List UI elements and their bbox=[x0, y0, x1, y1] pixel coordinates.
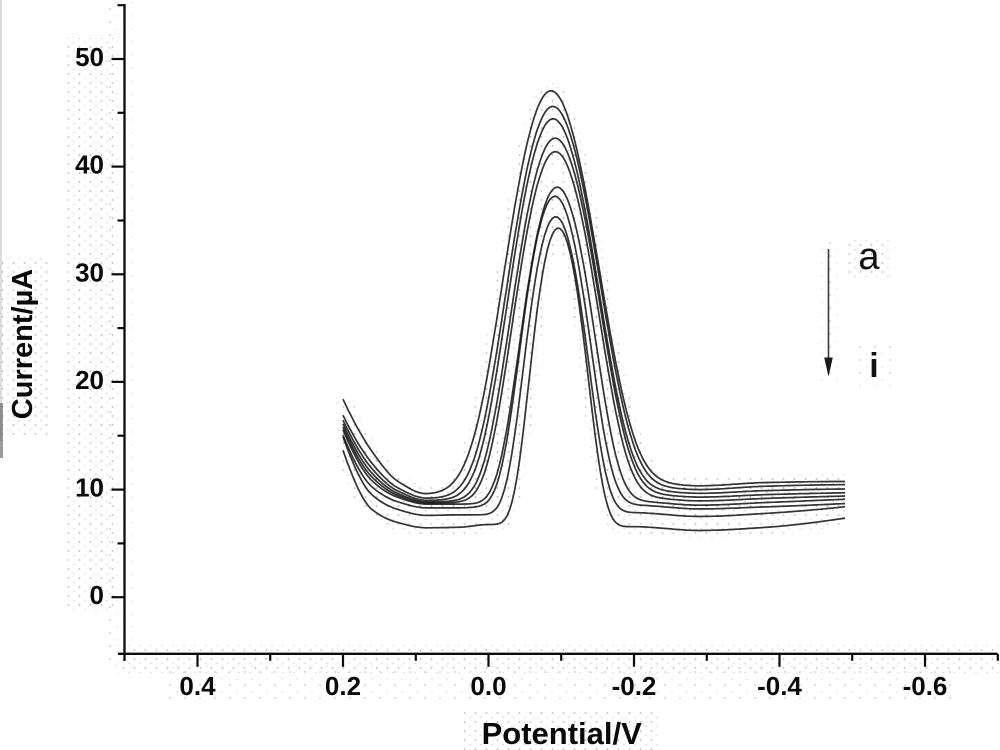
svg-text:50: 50 bbox=[75, 42, 104, 72]
svg-text:-0.4: -0.4 bbox=[757, 671, 802, 701]
svg-text:Potential/V: Potential/V bbox=[482, 716, 643, 750]
svg-text:0.4: 0.4 bbox=[179, 671, 216, 701]
svg-text:20: 20 bbox=[75, 365, 104, 395]
svg-text:0: 0 bbox=[90, 580, 104, 610]
svg-text:0.0: 0.0 bbox=[470, 671, 506, 701]
svg-text:30: 30 bbox=[75, 257, 104, 287]
svg-text:i: i bbox=[869, 347, 878, 385]
svg-text:0.2: 0.2 bbox=[325, 671, 361, 701]
svg-text:-0.2: -0.2 bbox=[612, 671, 657, 701]
svg-text:-0.6: -0.6 bbox=[903, 671, 948, 701]
svg-text:a: a bbox=[858, 236, 880, 278]
svg-text:10: 10 bbox=[75, 473, 104, 503]
svg-text:Current/µA: Current/µA bbox=[7, 269, 39, 419]
svg-text:40: 40 bbox=[75, 150, 104, 180]
